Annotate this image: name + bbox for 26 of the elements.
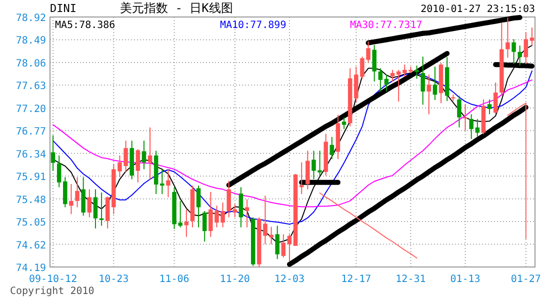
y-tick-label: 76.34 (16, 149, 46, 160)
text: 2010-01-27 23:15:03 (420, 4, 535, 15)
x-tick-label: 12-17 (341, 274, 372, 285)
chart-title: 美元指数 - 日K线图 (120, 1, 233, 15)
y-tick-label: 78.49 (16, 36, 46, 47)
x-tick-label: 10-23 (98, 274, 129, 285)
x-tick-label: 09-10-12 (28, 274, 78, 285)
x-tick-label: 01-27 (510, 274, 541, 285)
y-tick-label: 78.92 (16, 13, 46, 24)
y-tick-label: 75.48 (16, 194, 46, 206)
y-tick-label: 74.19 (16, 263, 46, 274)
y-tick-label: 75.05 (16, 218, 46, 229)
y-tick-label: 78.06 (16, 58, 46, 70)
y-tick-label: 76.77 (16, 126, 46, 138)
y-tick-label: 75.91 (16, 172, 46, 184)
y-tick-label: 77.63 (16, 81, 46, 92)
x-tick-label: 12-31 (396, 274, 426, 285)
x-tick-label: 12-03 (274, 274, 305, 285)
y-tick-label: 74.62 (16, 240, 46, 252)
x-tick-label: 11-20 (220, 274, 250, 285)
chart-subtitle: DINI (50, 2, 76, 15)
x-tick-label: 01-13 (450, 274, 480, 285)
x-tick-label: 11-06 (159, 274, 190, 285)
text: Copyright 2010 (10, 286, 94, 297)
y-tick-label: 77.20 (16, 104, 46, 115)
legend: MA5:78.386 MA10:77.899 MA30:77.7317 (55, 20, 422, 31)
